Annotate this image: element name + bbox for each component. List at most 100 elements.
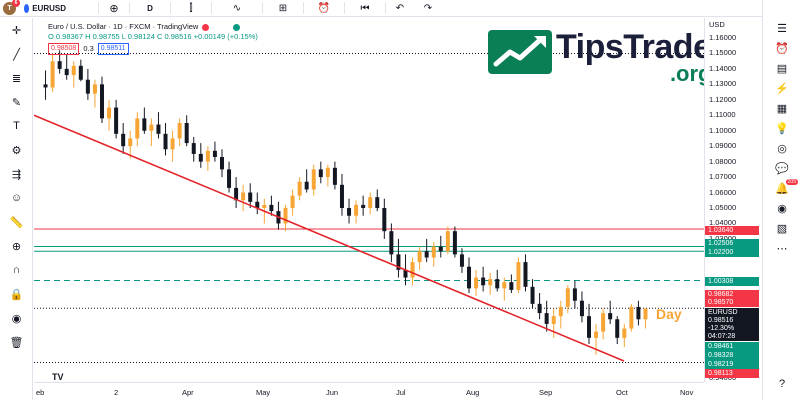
dom-button[interactable]: ⋯ [763,238,800,258]
brush-tool[interactable]: ✎ [0,90,33,114]
candle-body [248,192,253,202]
price-tick: 1.05000 [709,203,737,212]
order-panel-button[interactable]: ▧ [763,218,800,238]
compare-button[interactable]: ⊕ [99,0,129,17]
chart-type-button[interactable]: ⫿ [171,0,211,17]
time-tick: May [256,388,271,397]
notifications-button[interactable]: 🔔 205 [763,178,800,198]
notification-badge: 205 [785,179,798,185]
currency-label[interactable]: USD [709,20,725,29]
hide-tool[interactable]: ◉ [0,306,33,330]
crosshair-tool[interactable]: ✛ [0,18,33,42]
price-tick: 1.15000 [709,48,737,58]
patterns-tool[interactable]: ⚙ [0,138,33,162]
bell-icon: 🔔 [775,182,789,195]
watchlist-button[interactable]: ☰ [763,18,800,38]
broadcast-button[interactable]: ◉ [763,198,800,218]
alerts-button[interactable]: ⏰ [763,38,800,58]
status-dot [233,23,241,31]
indicators-icon: ∿ [232,2,242,14]
candle-body [255,201,260,208]
undo-button[interactable]: ↶ [386,0,414,17]
chart-arrow-icon [493,36,546,67]
price-label: 04:07:28 [705,332,759,341]
smile-tool[interactable]: ☺ [0,186,33,210]
price-tick: 1.03000 [709,234,736,243]
market-closed-dot [202,23,210,31]
sell-price-button[interactable]: 0.98508 [48,43,80,55]
replay-button[interactable]: ⏮ [345,0,385,17]
time-tick: eb [36,388,45,397]
spread-value: 0.3 [83,44,94,53]
lock-tool[interactable]: 🔒 [0,282,33,306]
candle-body [424,251,429,258]
hotlist-button[interactable]: ⚡ [763,78,800,98]
price-tick: 1.08000 [709,156,737,166]
patterns-icon: ⚙ [11,144,22,157]
candle-body [339,184,344,208]
dom-icon: ⋯ [776,242,788,255]
price-chart[interactable] [34,18,704,382]
indicator-templates-button[interactable]: ⊞ [263,0,303,17]
price-label: 1.00308 [705,277,759,286]
user-avatar[interactable]: T 6 [3,0,20,15]
candle-body [537,303,542,314]
alert-icon: ⏰ [317,2,331,14]
streams-button[interactable]: ◎ [763,138,800,158]
candle-body [311,169,316,190]
candles-icon: ⫿ [189,2,193,14]
chats-button[interactable]: 💬 [763,158,800,178]
candle-body [445,231,450,252]
redo-icon: ↷ [423,2,433,14]
candle-body [509,282,514,290]
data-window-icon: ▤ [776,62,788,75]
fib-icon: ≣ [11,72,22,85]
zoom-tool[interactable]: ⊕ [0,234,33,258]
candle-body [495,279,500,289]
time-axis[interactable]: eb 2 Apr May Jun Jul Aug Sep Oct Nov [34,382,704,400]
candle-body [558,306,563,317]
redo-button[interactable]: ↷ [414,0,442,17]
candle-body [71,65,76,76]
calendar-button[interactable]: ▦ [763,98,800,118]
price-label: 0.98461 [705,342,759,351]
prediction-tool[interactable]: ⇶ [0,162,33,186]
delete-tool[interactable]: 🗑 [0,330,33,354]
price-axis[interactable]: USD 1.16000 1.15000 1.14000 1.13000 1.12000 1… [704,18,762,382]
candle-body [149,124,154,131]
interval-button[interactable]: D [147,3,153,13]
trendline [34,114,625,362]
candle-body [636,306,641,320]
data-window-button[interactable]: ▤ [763,58,800,78]
price-label: 0.98328 [705,351,759,360]
candle-body [114,107,119,134]
time-tick: Jul [396,388,406,397]
symbol-flag-icon [24,3,30,13]
help-icon: ? [778,378,786,390]
buy-price-button[interactable]: 0.98511 [97,43,129,55]
magnet-tool[interactable]: ∩ [0,258,33,282]
symbol-search-button[interactable]: EURUSD [16,0,66,17]
trendline-tool[interactable]: ╱ [0,42,33,66]
ruler-tool[interactable]: 📏 [0,210,33,234]
indicators-button[interactable]: ∿ [212,0,262,17]
streams-icon: ◎ [777,142,787,155]
replay-icon: ⏮ [360,2,370,14]
candle-body [544,313,549,324]
tradingview-logo[interactable]: TV [52,372,64,382]
trendline-icon: ╱ [13,48,20,61]
text-tool[interactable]: T [0,114,33,138]
candle-body [523,262,528,287]
candle-body [142,118,147,131]
fib-tool[interactable]: ≣ [0,66,33,90]
candle-body [156,124,161,134]
help-button[interactable]: ? [763,374,800,394]
price-tick: 1.13000 [709,79,737,89]
brush-icon: ✎ [11,96,22,109]
ideas-button[interactable]: 💡 [763,118,800,138]
candle-body [594,331,599,338]
candle-body [318,169,323,178]
alert-button[interactable]: ⏰ [304,0,344,17]
price-label: 1.02506 [705,239,759,248]
time-tick: Aug [466,388,480,397]
